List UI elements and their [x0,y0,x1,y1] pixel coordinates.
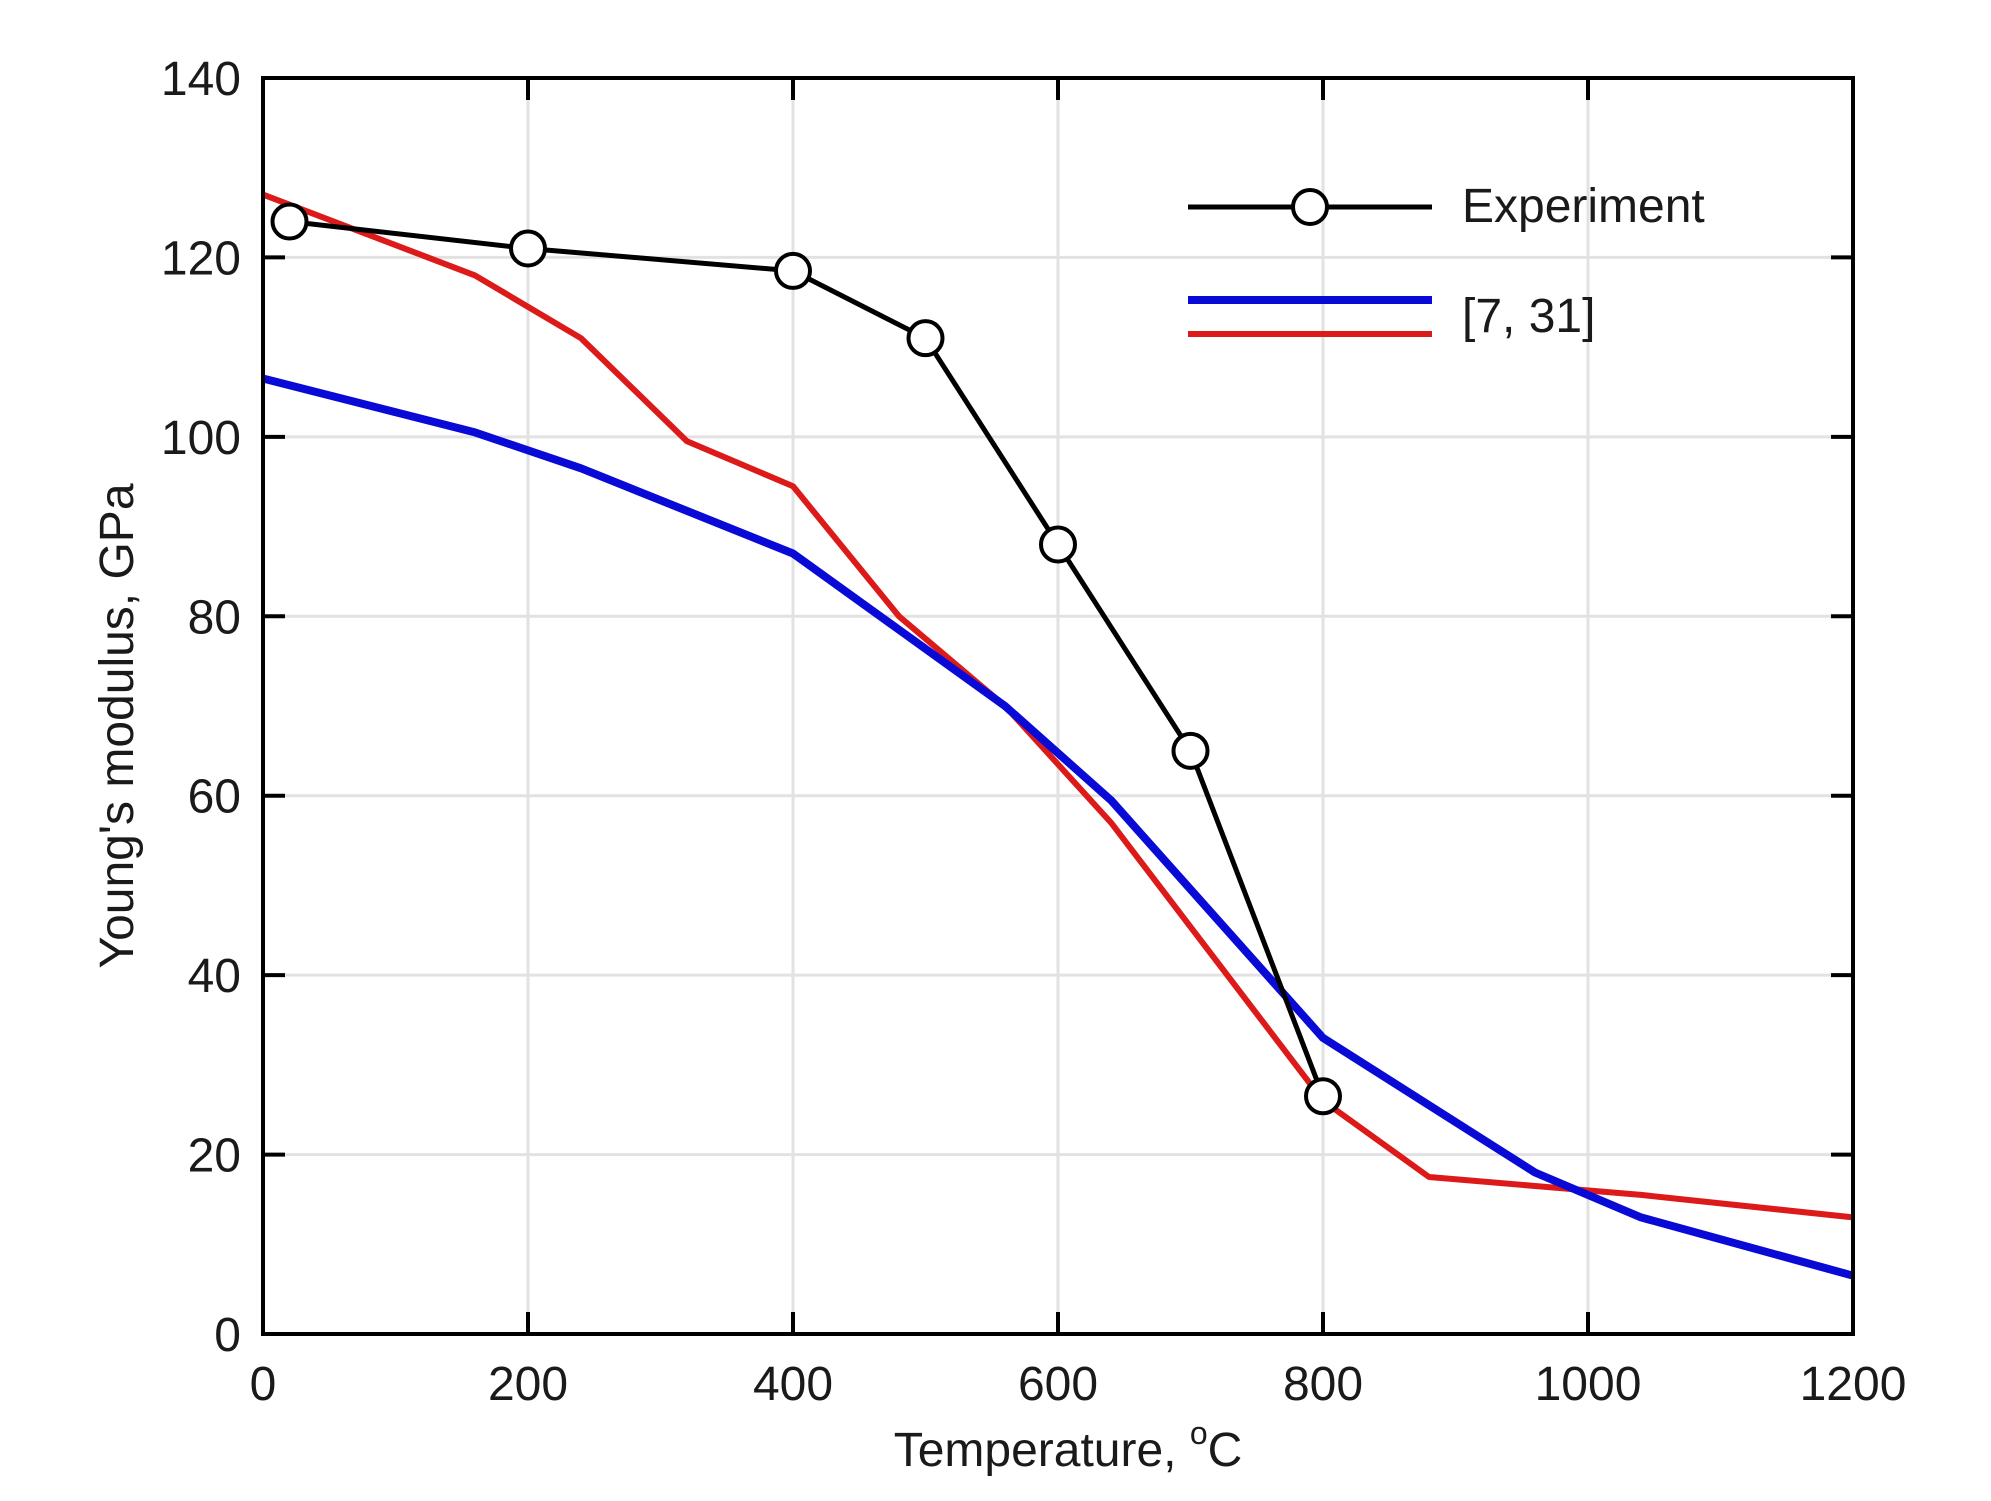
y-tick-label: 80 [188,591,241,644]
y-tick-label: 0 [214,1309,241,1362]
experiment-point [270,202,309,241]
y-tick-label: 140 [161,53,241,106]
x-tick-label: 200 [488,1358,568,1411]
y-tick-labels: 0 20 40 60 80 100 120 140 [161,53,241,1362]
y-axis-title: Young's modulus, GPa [91,483,144,968]
plot-frame [261,76,1855,1336]
legend-reference-label: [7, 31] [1462,290,1595,343]
x-tick-label: 0 [250,1358,277,1411]
x-tick-label: 600 [1018,1358,1098,1411]
experiment-point [774,251,812,290]
x-axis-title: Temperature, oC [894,1415,1243,1477]
x-axis-title-unit: C [1208,1424,1243,1477]
x-axis-title-superscript: o [1190,1415,1208,1451]
x-tick-label: 1000 [1535,1358,1642,1411]
x-tick-label: 1200 [1800,1358,1907,1411]
grid-lines [263,78,1853,1334]
experiment-point [509,229,547,268]
legend: Experiment [7, 31] [1188,180,1705,343]
series-line-experiment [289,219,1326,1098]
y-tick-label: 40 [188,950,241,1003]
series-line-blue [262,374,1855,1280]
y-tick-label: 20 [188,1130,241,1183]
legend-experiment-label: Experiment [1462,180,1705,233]
experiment-markers [270,202,1342,1116]
y-tick-label: 120 [161,232,241,285]
experiment-point [1304,1077,1342,1116]
legend-experiment-marker [1291,188,1329,226]
x-tick-labels: 0 200 400 600 800 1000 1200 [250,1358,1907,1411]
x-tick-label: 800 [1283,1358,1363,1411]
experiment-point [906,319,945,358]
x-axis-title-text: Temperature, [894,1424,1190,1477]
experiment-point [1039,525,1077,564]
y-tick-label: 60 [188,771,241,824]
x-tick-label: 400 [753,1358,833,1411]
experiment-point [1171,731,1210,770]
y-tick-label: 100 [161,412,241,465]
